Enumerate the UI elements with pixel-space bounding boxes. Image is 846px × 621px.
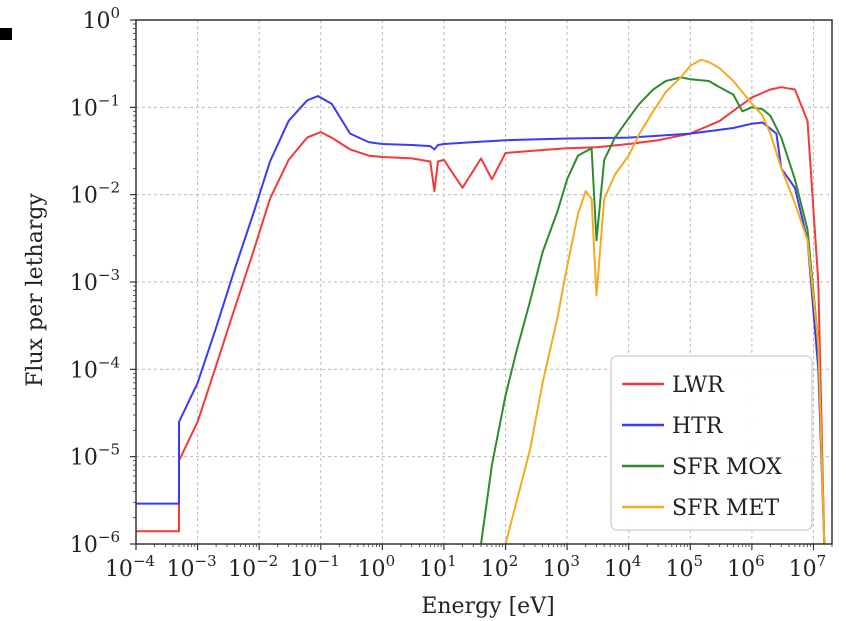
x-axis-label: Energy [eV] [421, 594, 554, 619]
x-tick-label: 10−2 [228, 552, 278, 582]
corner-mark [0, 28, 12, 40]
legend-label: LWR [672, 373, 725, 398]
legend-label: SFR MET [672, 496, 779, 521]
x-tick-label: 100 [358, 552, 396, 582]
x-tick-label: 107 [789, 552, 827, 582]
y-tick-label: 100 [82, 4, 120, 34]
x-tick-label: 106 [727, 552, 765, 582]
x-tick-label: 105 [666, 552, 704, 582]
x-tick-label: 103 [542, 552, 580, 582]
ticks [130, 19, 833, 550]
series-line-sfr-mox [480, 76, 826, 544]
x-tick-label: 10−4 [105, 552, 155, 582]
x-tick-label: 101 [419, 552, 457, 582]
y-axis-label: Flux per lethargy [23, 193, 48, 387]
y-tick-label: 10−4 [70, 353, 120, 383]
series-line-lwr [136, 86, 826, 544]
series-line-htr [136, 95, 826, 544]
x-tick-label: 10−3 [167, 552, 217, 582]
series-layer [136, 58, 826, 544]
series-line-sfr-met [504, 58, 826, 544]
y-tick-label: 10−5 [70, 441, 120, 471]
legend-label: HTR [672, 414, 724, 439]
y-tick-label: 10−3 [70, 266, 120, 296]
legend-label: SFR MOX [672, 455, 782, 480]
x-tick-label: 104 [604, 552, 642, 582]
legend-box [610, 355, 813, 531]
y-tick-label: 10−6 [70, 528, 120, 558]
x-tick-label: 102 [481, 552, 519, 582]
y-tick-label: 10−2 [70, 179, 120, 209]
legend: LWR HTR SFR MOX SFR MET [610, 355, 813, 531]
x-tick-label: 10−1 [290, 552, 340, 582]
tick-labels: 10−4 10−3 10−2 10−1 100 101 102 103 104 105 106 107… [70, 4, 826, 582]
y-tick-label: 10−1 [70, 91, 120, 121]
